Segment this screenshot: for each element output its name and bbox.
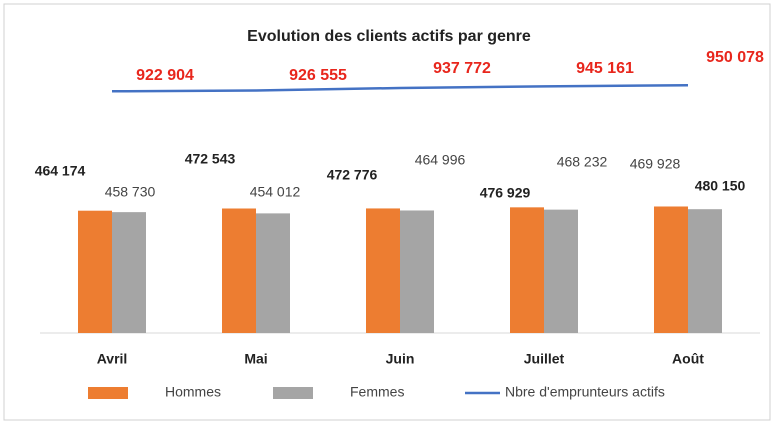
legend-swatch	[273, 387, 313, 399]
data-label: 950 078	[706, 49, 764, 66]
data-label: 922 904	[136, 67, 194, 84]
data-label: 945 161	[576, 60, 634, 77]
data-label: 454 012	[250, 184, 301, 200]
bar	[688, 209, 722, 333]
data-label: 469 928	[630, 156, 681, 172]
chart-title: Evolution des clients actifs par genre	[247, 28, 531, 45]
legend-label: Femmes	[350, 384, 404, 400]
data-label: 926 555	[289, 67, 347, 84]
bar	[544, 209, 578, 333]
data-label: 480 150	[695, 178, 746, 194]
bar	[256, 213, 290, 333]
bar	[112, 212, 146, 333]
legend-label: Nbre d'emprunteurs actifs	[505, 384, 665, 400]
data-label: 937 772	[433, 60, 491, 77]
x-tick-label: Avril	[97, 351, 128, 367]
x-tick-label: Mai	[244, 351, 267, 367]
data-label: 458 730	[105, 184, 156, 200]
bar	[78, 210, 112, 333]
x-tick-label: Juillet	[524, 351, 565, 367]
data-label: 472 776	[327, 167, 378, 183]
x-tick-label: Juin	[386, 351, 415, 367]
data-label: 464 996	[415, 152, 466, 168]
x-tick-label: Août	[672, 351, 704, 367]
line-series	[111, 84, 689, 93]
data-label: 476 929	[480, 185, 531, 201]
data-label: 464 174	[35, 163, 86, 179]
bar	[654, 206, 688, 333]
data-label: 472 543	[185, 151, 236, 167]
bar	[400, 210, 434, 333]
bar	[366, 208, 400, 333]
legend-swatch	[88, 387, 128, 399]
data-label: 468 232	[557, 154, 608, 170]
legend-label: Hommes	[165, 384, 221, 400]
bar	[222, 208, 256, 333]
bar	[510, 207, 544, 333]
